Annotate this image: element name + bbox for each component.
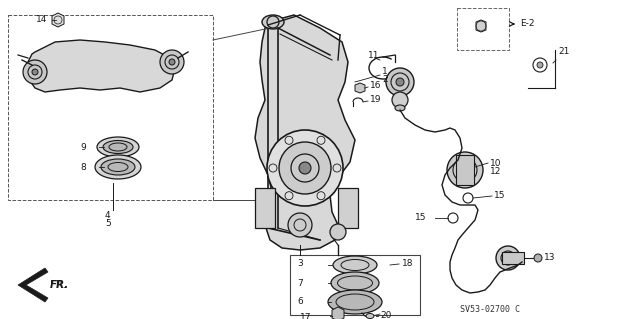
Text: 3: 3 <box>297 258 303 268</box>
Polygon shape <box>355 83 365 93</box>
Text: 2: 2 <box>382 76 388 85</box>
Circle shape <box>386 68 414 96</box>
Circle shape <box>496 246 520 270</box>
Text: 8: 8 <box>80 162 86 172</box>
Ellipse shape <box>366 314 374 318</box>
Circle shape <box>537 62 543 68</box>
Ellipse shape <box>101 159 135 175</box>
Text: 12: 12 <box>490 167 501 176</box>
Polygon shape <box>255 15 355 250</box>
Circle shape <box>534 254 542 262</box>
Circle shape <box>160 50 184 74</box>
Text: 18: 18 <box>402 258 413 268</box>
Ellipse shape <box>95 155 141 179</box>
Text: 7: 7 <box>297 278 303 287</box>
Text: 4: 4 <box>105 211 111 219</box>
Circle shape <box>32 69 38 75</box>
Text: 13: 13 <box>544 253 556 262</box>
Text: FR.: FR. <box>50 280 66 290</box>
Text: 19: 19 <box>370 95 381 105</box>
Bar <box>8 15 213 200</box>
Circle shape <box>23 60 47 84</box>
Text: 20: 20 <box>380 311 392 319</box>
Circle shape <box>299 162 311 174</box>
Text: 17: 17 <box>300 314 312 319</box>
Ellipse shape <box>97 137 139 157</box>
Text: 15: 15 <box>494 190 506 199</box>
Polygon shape <box>52 13 64 27</box>
Circle shape <box>447 152 483 188</box>
Circle shape <box>169 59 175 65</box>
Ellipse shape <box>328 290 382 314</box>
Text: 1: 1 <box>382 68 388 77</box>
Bar <box>456 155 474 185</box>
Polygon shape <box>332 307 344 319</box>
Text: 15: 15 <box>415 212 426 221</box>
Circle shape <box>279 142 331 194</box>
Text: 10: 10 <box>490 159 502 167</box>
Text: 11: 11 <box>368 50 380 60</box>
Circle shape <box>396 78 404 86</box>
Ellipse shape <box>333 256 377 274</box>
Text: 16: 16 <box>370 80 381 90</box>
Text: FR.: FR. <box>50 280 69 290</box>
Ellipse shape <box>103 140 133 153</box>
Circle shape <box>288 213 312 237</box>
Circle shape <box>330 224 346 240</box>
Text: SV53-02700 C: SV53-02700 C <box>460 306 520 315</box>
Text: 5: 5 <box>105 219 111 228</box>
Text: 6: 6 <box>297 298 303 307</box>
Text: 21: 21 <box>558 48 570 56</box>
Polygon shape <box>476 20 486 32</box>
Bar <box>255 188 275 228</box>
Bar <box>502 252 524 264</box>
Bar <box>338 188 358 228</box>
Ellipse shape <box>395 105 405 111</box>
Polygon shape <box>28 40 175 92</box>
Bar <box>457 8 509 50</box>
Circle shape <box>392 92 408 108</box>
Ellipse shape <box>331 272 379 294</box>
Polygon shape <box>18 268 48 302</box>
Ellipse shape <box>262 15 284 29</box>
Text: 14: 14 <box>36 16 47 25</box>
Text: E-2: E-2 <box>520 19 534 28</box>
Circle shape <box>267 130 343 206</box>
Text: 9: 9 <box>80 143 86 152</box>
